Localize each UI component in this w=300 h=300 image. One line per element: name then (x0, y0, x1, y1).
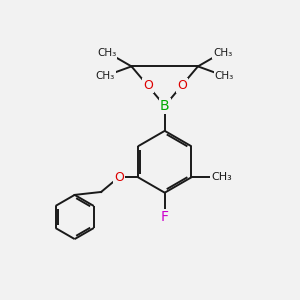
Text: CH₃: CH₃ (97, 48, 116, 58)
Text: CH₃: CH₃ (213, 48, 233, 58)
Text: O: O (143, 79, 153, 92)
Text: B: B (160, 99, 169, 113)
Text: F: F (161, 210, 169, 224)
Text: CH₃: CH₃ (214, 71, 234, 82)
Text: CH₃: CH₃ (96, 71, 115, 82)
Text: O: O (177, 79, 187, 92)
Text: CH₃: CH₃ (211, 172, 232, 182)
Text: O: O (114, 171, 124, 184)
